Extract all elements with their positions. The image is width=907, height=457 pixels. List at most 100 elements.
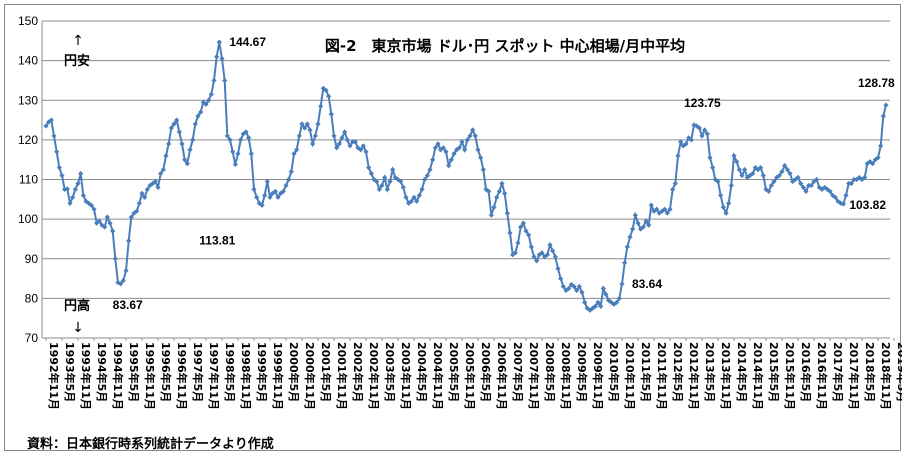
data-point <box>216 39 222 45</box>
x-tick-label: 2002年11月 <box>367 342 381 410</box>
data-point <box>563 287 569 294</box>
data-point <box>760 172 766 179</box>
x-tick-label: 2011年5月 <box>639 342 653 402</box>
x-tick-label: 2014年5月 <box>735 342 749 402</box>
data-point <box>750 170 756 177</box>
data-point <box>363 149 369 155</box>
x-tick-label: 2015年11月 <box>783 342 797 410</box>
data-point <box>56 165 62 171</box>
y-tick-label: 140 <box>18 54 38 68</box>
data-point <box>163 153 169 159</box>
data-point <box>832 194 838 200</box>
data-point <box>614 299 620 305</box>
data-point <box>422 176 428 183</box>
data-point <box>622 260 628 266</box>
data-point <box>419 186 425 193</box>
value-annotation: 128.78 <box>858 76 895 90</box>
data-point <box>528 244 534 250</box>
data-point <box>278 190 284 196</box>
data-point <box>766 188 772 194</box>
x-tick-label: 2010年11月 <box>623 342 637 410</box>
value-annotation: 123.75 <box>684 96 721 110</box>
data-point <box>123 268 129 274</box>
data-point <box>312 133 318 139</box>
data-point <box>374 178 380 185</box>
data-point <box>771 178 777 185</box>
data-point <box>630 226 636 232</box>
data-point <box>864 161 870 167</box>
data-point <box>488 212 494 218</box>
data-point <box>739 172 745 179</box>
data-point <box>723 210 729 216</box>
data-point <box>814 176 820 183</box>
data-point <box>208 91 214 97</box>
x-tick-label: 2002年5月 <box>351 342 365 402</box>
value-annotation: 113.81 <box>199 233 235 247</box>
data-point <box>182 157 188 163</box>
x-tick-label: 1993年11月 <box>79 342 93 410</box>
data-point <box>558 275 564 282</box>
data-point <box>710 165 716 171</box>
data-point <box>339 135 345 141</box>
data-point <box>507 230 513 236</box>
data-point <box>619 281 625 287</box>
y-tick-label: 100 <box>18 212 38 226</box>
data-point <box>654 206 660 212</box>
data-point <box>435 141 441 147</box>
data-point <box>670 186 676 193</box>
data-point <box>400 184 406 191</box>
data-point <box>192 121 198 127</box>
data-point <box>667 206 673 212</box>
data-point <box>235 151 241 157</box>
data-point <box>680 143 686 149</box>
data-point <box>782 163 788 169</box>
x-tick-label: 2017年11月 <box>847 342 861 410</box>
data-point <box>731 153 737 159</box>
data-point <box>158 170 164 177</box>
chart-frame: 70 80 90 100 110 120 130 140 150 1992年11月 1993年5月 1… <box>4 4 902 452</box>
data-point <box>432 145 438 151</box>
data-point <box>219 56 225 62</box>
data-point <box>115 279 121 286</box>
data-point <box>475 147 481 153</box>
data-point <box>104 214 110 220</box>
data-point <box>462 147 468 153</box>
data-point <box>544 252 550 258</box>
data-point <box>707 155 713 161</box>
x-tick-label: 2001年11月 <box>335 342 349 410</box>
data-point <box>224 133 230 139</box>
x-tick-label: 1995年11月 <box>143 342 157 410</box>
data-point <box>304 121 310 127</box>
data-point <box>128 214 134 220</box>
data-point <box>816 184 822 191</box>
data-point <box>688 137 694 143</box>
data-point <box>211 77 217 84</box>
x-tick-label: 2005年5月 <box>447 342 461 402</box>
x-tick-label: 1992年11月 <box>47 342 61 410</box>
data-point <box>267 194 273 200</box>
x-tick-label: 2000年5月 <box>287 342 301 402</box>
data-point <box>494 194 500 200</box>
data-point <box>451 151 457 157</box>
value-annotation: 144.67 <box>229 35 266 49</box>
data-point <box>467 133 473 139</box>
x-tick-label: 2003年5月 <box>383 342 397 402</box>
data-point <box>347 143 353 149</box>
data-point <box>190 137 196 143</box>
data-point <box>464 137 470 143</box>
data-point <box>824 186 830 193</box>
data-point <box>134 208 140 214</box>
data-point <box>880 113 886 119</box>
data-point <box>883 102 889 108</box>
data-point <box>795 174 801 181</box>
data-point <box>856 174 862 181</box>
data-point <box>334 145 340 151</box>
data-point <box>342 129 348 135</box>
data-point <box>390 166 396 173</box>
data-point <box>323 87 329 93</box>
data-point <box>336 141 342 147</box>
down-arrow: ↓ <box>72 320 84 336</box>
data-point <box>91 206 97 212</box>
y-tick-label: 70 <box>25 331 39 345</box>
data-point <box>43 123 49 129</box>
